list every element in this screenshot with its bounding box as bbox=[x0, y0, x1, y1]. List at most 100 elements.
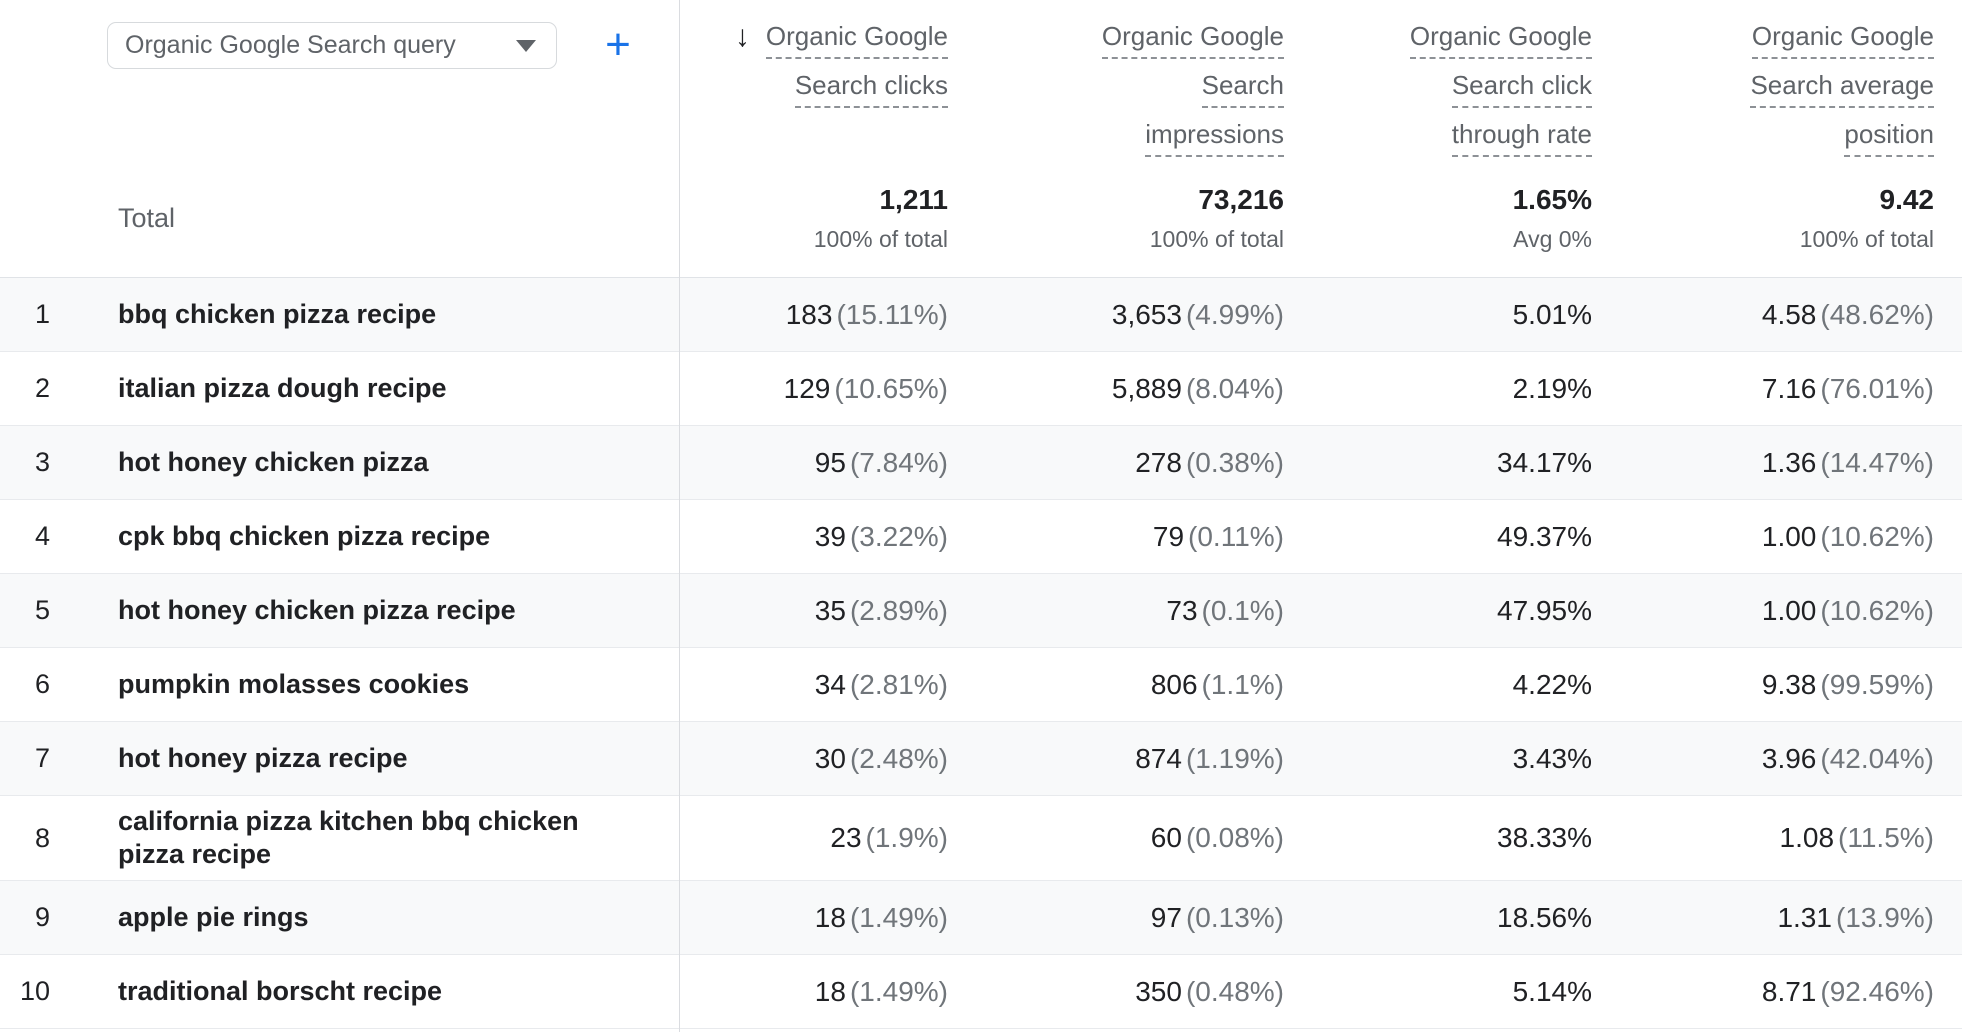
row-query: hot honey chicken pizza bbox=[118, 447, 429, 477]
cell-clicks: 23 (1.9%) bbox=[830, 822, 948, 853]
cell-clicks: 18 (1.49%) bbox=[814, 975, 948, 1007]
sort-descending-icon[interactable]: ↓ bbox=[734, 20, 750, 53]
row-rank: 6 bbox=[34, 669, 50, 699]
total-row: Total 1,211 100% of total 73,216 100% of… bbox=[0, 160, 1962, 278]
cell-ctr: 18.56% bbox=[1497, 901, 1592, 933]
cell-ctr: 49.37% bbox=[1497, 520, 1592, 552]
cell-clicks: 95 (7.84%) bbox=[814, 446, 948, 478]
row-rank: 4 bbox=[34, 521, 50, 551]
cell-impressions: 97 (0.13%) bbox=[1150, 901, 1284, 933]
header-impressions-line3[interactable]: impressions bbox=[1145, 119, 1284, 157]
header-avg-position-line3[interactable]: position bbox=[1844, 119, 1934, 157]
table-row: 3 hot honey chicken pizza 95 (7.84%) 278(… bbox=[0, 426, 1962, 500]
cell-impressions: 60 (0.08%) bbox=[1150, 822, 1284, 853]
header-clicks[interactable]: ↓ Organic Google Search clicks bbox=[679, 0, 962, 119]
cell-avg-position: 1.00 (10.62%) bbox=[1761, 520, 1934, 552]
cell-avg-position: 1.31 (13.9%) bbox=[1777, 901, 1934, 933]
total-avg-position: 9.42 100% of total bbox=[1799, 184, 1934, 252]
table-header-row: ↓ Organic Google Search clicks Organic Go… bbox=[0, 0, 1962, 160]
total-impressions: 73,216 100% of total bbox=[1149, 184, 1284, 252]
cell-impressions: 73 (0.1%) bbox=[1166, 594, 1284, 626]
cell-avg-position: 4.58 (48.62%) bbox=[1761, 298, 1934, 330]
cell-clicks: 129 (10.65%) bbox=[783, 372, 948, 404]
cell-impressions: 806 (1.1%) bbox=[1150, 668, 1284, 700]
header-impressions[interactable]: Organic Google Search impressions bbox=[962, 0, 1298, 168]
cell-avg-position: 9.38 (99.59%) bbox=[1761, 668, 1934, 700]
row-query: pumpkin molasses cookies bbox=[118, 669, 470, 699]
chevron-down-icon bbox=[516, 39, 536, 52]
cell-clicks: 34 (2.81%) bbox=[814, 668, 948, 700]
cell-avg-position: 3.96 (42.04%) bbox=[1761, 742, 1934, 774]
cell-ctr: 47.95% bbox=[1497, 594, 1592, 626]
table-row: 4 cpk bbq chicken pizza recipe 39 (3.22%)… bbox=[0, 500, 1962, 574]
cell-ctr: 5.14% bbox=[1512, 975, 1592, 1007]
row-rank: 3 bbox=[34, 447, 50, 477]
cell-impressions: 79 (0.11%) bbox=[1152, 520, 1284, 552]
cell-ctr: 4.22% bbox=[1512, 668, 1592, 700]
row-query: traditional borscht recipe bbox=[118, 976, 443, 1006]
cell-impressions: 5,889 (8.04%) bbox=[1111, 372, 1284, 404]
header-avg-position-line2[interactable]: Search average bbox=[1750, 70, 1934, 108]
table-row: 2 italian pizza dough recipe 129 (10.65%)… bbox=[0, 352, 1962, 426]
table-row: 9 apple pie rings 18 (1.49%) 97 (0.13%) 18… bbox=[0, 881, 1962, 955]
cell-avg-position: 1.36 (14.47%) bbox=[1761, 446, 1934, 478]
row-rank: 8 bbox=[34, 822, 50, 853]
row-query: hot honey chicken pizza recipe bbox=[118, 595, 516, 625]
row-query: cpk bbq chicken pizza recipe bbox=[118, 521, 491, 551]
add-dimension-button[interactable]: + bbox=[594, 21, 642, 69]
total-clicks: 1,211 100% of total bbox=[813, 184, 948, 252]
total-ctr: 1.65% Avg 0% bbox=[1512, 184, 1592, 252]
row-query: italian pizza dough recipe bbox=[118, 373, 447, 403]
cell-ctr: 3.43% bbox=[1512, 742, 1592, 774]
table-row: 5 hot honey chicken pizza recipe 35 (2.89… bbox=[0, 574, 1962, 648]
cell-ctr: 34.17% bbox=[1497, 446, 1592, 478]
cell-clicks: 183 (15.11%) bbox=[785, 298, 948, 330]
table-row: 8 california pizza kitchen bbq chicken p… bbox=[0, 796, 1962, 881]
cell-clicks: 35 (2.89%) bbox=[814, 594, 948, 626]
cell-ctr: 38.33% bbox=[1497, 822, 1592, 853]
cell-ctr: 5.01% bbox=[1512, 298, 1592, 330]
header-impressions-line2[interactable]: Search bbox=[1201, 70, 1284, 108]
header-clicks-line1[interactable]: Organic Google bbox=[765, 21, 948, 59]
row-query: bbq chicken pizza recipe bbox=[118, 299, 437, 329]
cell-avg-position: 1.08 (11.5%) bbox=[1779, 822, 1934, 853]
cell-impressions: 3,653 (4.99%) bbox=[1111, 298, 1284, 330]
table-row: 10 traditional borscht recipe 18 (1.49%) … bbox=[0, 955, 1962, 1029]
cell-ctr: 2.19% bbox=[1512, 372, 1592, 404]
row-rank: 7 bbox=[34, 743, 50, 773]
cell-clicks: 30 (2.48%) bbox=[814, 742, 948, 774]
row-query: apple pie rings bbox=[118, 902, 309, 932]
dimension-dropdown-value: Organic Google Search query bbox=[125, 31, 456, 59]
cell-avg-position: 7.16 (76.01%) bbox=[1761, 372, 1934, 404]
cell-clicks: 18 (1.49%) bbox=[814, 901, 948, 933]
cell-clicks: 39 (3.22%) bbox=[814, 520, 948, 552]
table-body: 1 bbq chicken pizza recipe 183 (15.11%) 3… bbox=[0, 278, 1962, 1029]
row-rank: 10 bbox=[19, 976, 50, 1006]
cell-impressions: 874 (1.19%) bbox=[1135, 742, 1284, 774]
row-rank: 2 bbox=[34, 373, 50, 403]
header-avg-position-line1[interactable]: Organic Google bbox=[1751, 21, 1934, 59]
cell-avg-position: 8.71 (92.46%) bbox=[1761, 975, 1934, 1007]
header-impressions-line1[interactable]: Organic Google bbox=[1101, 21, 1284, 59]
row-rank: 5 bbox=[34, 595, 50, 625]
row-query: hot honey pizza recipe bbox=[118, 743, 408, 773]
row-rank: 9 bbox=[34, 902, 50, 932]
cell-impressions: 350 (0.48%) bbox=[1135, 975, 1284, 1007]
header-avg-position[interactable]: Organic Google Search average position bbox=[1606, 0, 1962, 168]
row-query: california pizza kitchen bbq chicken piz… bbox=[118, 806, 579, 869]
header-clicks-line2[interactable]: Search clicks bbox=[794, 70, 948, 108]
table-row: 1 bbq chicken pizza recipe 183 (15.11%) 3… bbox=[0, 278, 1962, 352]
table-row: 6 pumpkin molasses cookies 34 (2.81%) 806… bbox=[0, 648, 1962, 722]
total-label: Total bbox=[118, 203, 176, 233]
table-controls: Organic Google Search query + bbox=[0, 0, 679, 160]
cell-avg-position: 1.00 (10.62%) bbox=[1761, 594, 1934, 626]
header-ctr[interactable]: Organic Google Search click through rate bbox=[1298, 0, 1606, 168]
header-ctr-line1[interactable]: Organic Google bbox=[1409, 21, 1592, 59]
cell-impressions: 278 (0.38%) bbox=[1135, 446, 1284, 478]
plus-icon: + bbox=[605, 20, 631, 69]
header-ctr-line2[interactable]: Search click bbox=[1451, 70, 1592, 108]
dimension-dropdown[interactable]: Organic Google Search query bbox=[107, 22, 557, 69]
row-rank: 1 bbox=[34, 299, 50, 329]
header-ctr-line3[interactable]: through rate bbox=[1451, 119, 1592, 157]
table-row: 7 hot honey pizza recipe 30 (2.48%) 874 (1… bbox=[0, 722, 1962, 796]
